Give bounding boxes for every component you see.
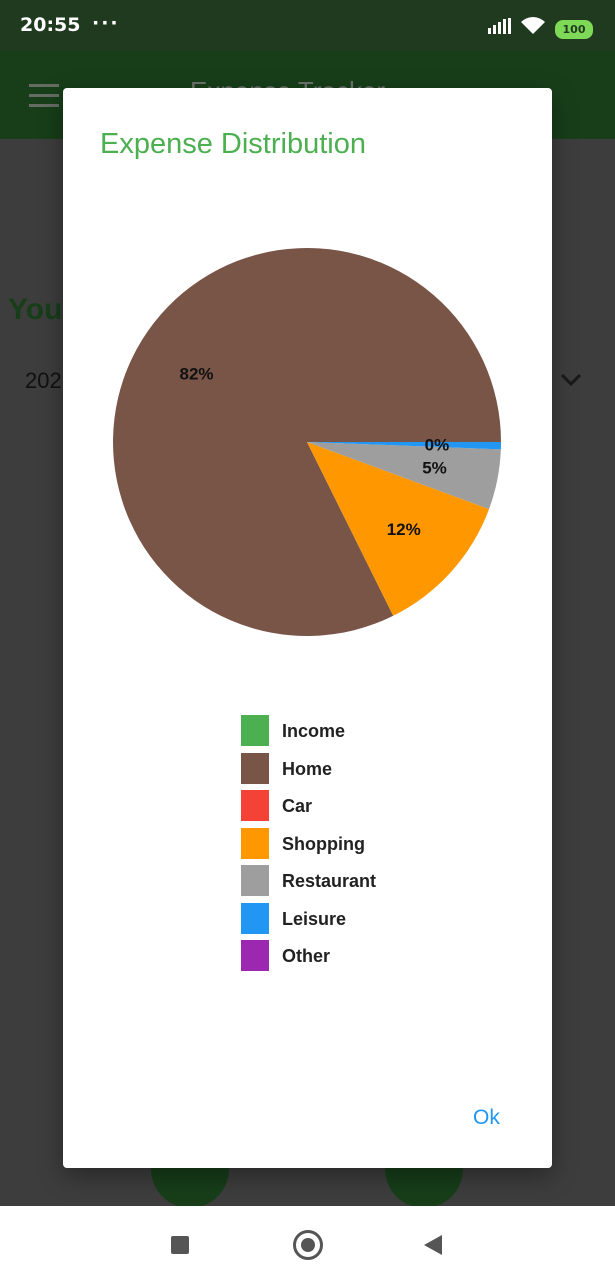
pie-slice-restaurant — [307, 442, 501, 510]
legend-label: Income — [282, 721, 346, 741]
legend-swatch-other — [241, 940, 269, 971]
pie-slice-shopping — [307, 442, 490, 616]
recents-icon[interactable] — [171, 1236, 189, 1254]
pie-slice-home — [112, 248, 501, 637]
status-bar: 20:55 ··· 100 — [0, 0, 615, 51]
dialog-title: Expense Distribution — [100, 128, 366, 160]
more-notifications-icon: ··· — [92, 12, 120, 34]
back-icon[interactable] — [424, 1235, 442, 1255]
legend-swatch-leisure — [241, 902, 269, 934]
legend-label: Home — [282, 758, 333, 779]
expense-distribution-dialog: Expense Distribution 82% 12% 5% 0% Income H… — [63, 88, 552, 1168]
legend-label: Other — [282, 946, 331, 966]
pie-slice-leisure — [307, 442, 501, 450]
legend-swatch-shopping — [241, 827, 269, 859]
home-icon[interactable] — [293, 1230, 323, 1260]
legend-swatch-home — [241, 752, 269, 784]
pie-label-shopping: 12% — [387, 520, 421, 539]
pie-label-leisure: 0% — [425, 435, 450, 454]
ok-button[interactable]: Ok — [473, 1106, 500, 1129]
battery-icon: 100 — [555, 20, 593, 39]
legend-swatch-restaurant — [241, 865, 269, 896]
legend-swatch-car — [241, 790, 269, 821]
legend-label: Car — [282, 796, 313, 816]
wifi-icon — [521, 17, 545, 34]
legend-swatch-income — [241, 715, 269, 746]
pie-label-restaurant: 5% — [422, 458, 447, 477]
legend-label: Shopping — [282, 833, 365, 854]
pie-chart: 82% 12% 5% 0% — [112, 248, 501, 637]
navigation-bar — [0, 1206, 615, 1280]
legend-label: Leisure — [282, 908, 347, 929]
signal-icon — [488, 18, 511, 34]
status-time: 20:55 — [20, 14, 81, 36]
legend-label: Restaurant — [282, 871, 377, 891]
pie-label-home: 82% — [180, 364, 214, 383]
